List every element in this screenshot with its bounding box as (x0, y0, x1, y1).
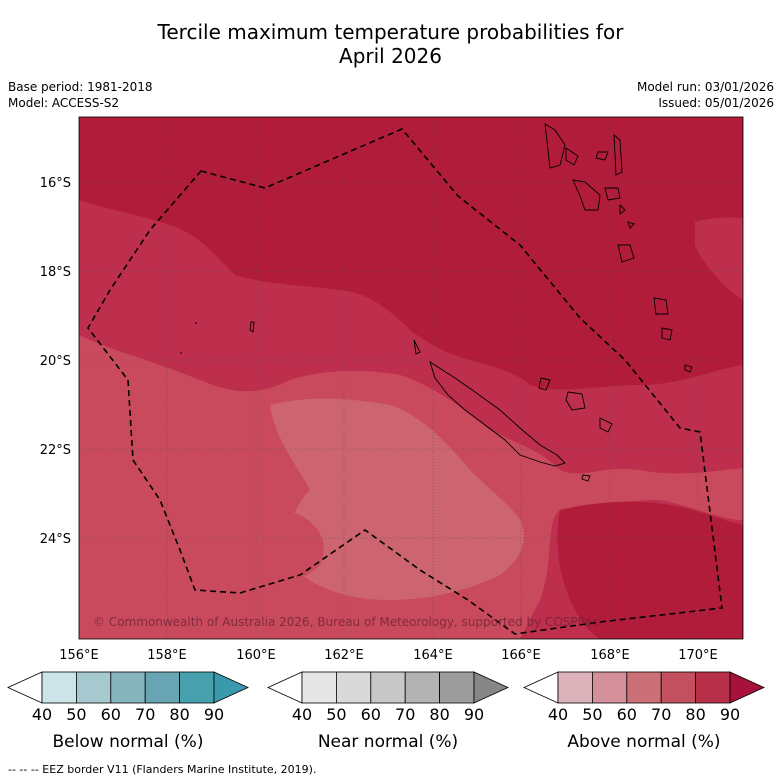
probability-70-region-center (204, 508, 324, 585)
title-line-2: April 2026 (339, 44, 442, 68)
loyalty-islands (538, 377, 551, 391)
colorbar-tick-label: 70 (135, 705, 155, 724)
colorbar-segment (695, 671, 731, 704)
lon-label: 166°E (501, 648, 541, 663)
colorbar-tick-label: 40 (292, 705, 312, 724)
lon-label: 158°E (147, 648, 187, 663)
meta-right: Model run: 03/01/2026 Issued: 05/01/2026 (637, 79, 774, 111)
copyright-notice: © Commonwealth of Australia 2026, Bureau… (93, 615, 598, 629)
eez-border (87, 128, 723, 635)
longitude-labels: 156°E 158°E 160°E 162°E 164°E 166°E 168°… (59, 648, 718, 663)
colorbar-tick-label: 40 (548, 705, 568, 724)
colorbar-tick-label: 70 (651, 705, 671, 724)
colorbar-near-normal: 40 50 60 70 80 90 Near normal (%) (267, 671, 509, 752)
graticule (79, 117, 743, 639)
colorbar-segment (370, 671, 406, 704)
map-frame (78, 116, 744, 640)
colorbar-title: Above normal (%) (567, 732, 720, 752)
colorbar-tick-label: 60 (617, 705, 637, 724)
colorbar-segment (179, 671, 215, 704)
colorbar-tick-label: 80 (685, 705, 705, 724)
lon-label: 156°E (59, 648, 99, 663)
colorbar-title: Near normal (%) (318, 732, 458, 752)
probability-90-region-south (557, 501, 743, 639)
colorbar-segment (335, 671, 372, 704)
latitude-labels: 16°S 18°S 20°S 22°S 24°S (40, 176, 71, 547)
colorbar-segment (404, 671, 441, 704)
issued-date: Issued: 05/01/2026 (658, 96, 774, 110)
lat-label: 24°S (40, 532, 71, 547)
colorbar-tick-label: 90 (720, 705, 740, 724)
map-area: © Commonwealth of Australia 2026, Bureau… (79, 117, 743, 639)
colorbar-tick-label: 60 (101, 705, 121, 724)
colorbar-min-extension (523, 671, 559, 704)
colorbar-tick-label: 70 (395, 705, 415, 724)
colorbar-segment (110, 671, 146, 704)
colorbar-segment (592, 671, 628, 704)
colorbar-segment (41, 671, 77, 704)
colorbar-min-extension (7, 671, 43, 704)
lon-label: 168°E (590, 648, 630, 663)
lat-label: 20°S (40, 354, 71, 369)
colorbar-segment (144, 671, 180, 704)
base-period: Base period: 1981-2018 (8, 80, 153, 94)
colorbar-segment (439, 671, 475, 704)
colorbar-segment (557, 671, 593, 704)
colorbar-max-extension (473, 671, 509, 704)
colorbar-title: Below normal (%) (53, 732, 204, 752)
model-run: Model run: 03/01/2026 (636, 80, 774, 94)
colorbar-tick-label: 50 (326, 705, 346, 724)
colorbar-tick-label: 80 (169, 705, 189, 724)
probability-80-region-north (695, 217, 743, 300)
colorbar-tick-label: 50 (582, 705, 602, 724)
new-caledonia-coast (429, 360, 566, 467)
colorbar-segment (626, 671, 662, 704)
colorbar-segment (301, 671, 337, 704)
eez-footnote: -- -- -- EEZ border V11 (Flanders Marine… (8, 763, 317, 776)
colorbar-tick-label: 40 (32, 705, 52, 724)
colorbar-max-extension (729, 671, 765, 704)
colorbar-tick-label: 90 (464, 705, 484, 724)
colorbar-tick-label: 50 (66, 705, 86, 724)
lat-label: 18°S (40, 265, 71, 280)
model-name: Model: ACCESS-S2 (8, 96, 120, 110)
coastlines (180, 123, 693, 482)
colorbar-tick-label: 90 (204, 705, 224, 724)
colorbar-segment (660, 671, 697, 704)
colorbar-segment (76, 671, 112, 704)
map-title: Tercile maximum temperature probabilitie… (0, 20, 781, 68)
lon-label: 160°E (236, 648, 276, 663)
colorbar-min-extension (267, 671, 303, 704)
lon-label: 162°E (324, 648, 364, 663)
vanuatu-islands (544, 123, 566, 169)
lon-label: 164°E (413, 648, 453, 663)
probability-60-region-core (360, 435, 459, 549)
colorbar-max-extension (213, 671, 249, 704)
lon-label: 170°E (678, 648, 718, 663)
colorbar-tick-label: 60 (361, 705, 381, 724)
colorbar-tick-label: 80 (429, 705, 449, 724)
title-line-1: Tercile maximum temperature probabilitie… (157, 20, 624, 44)
meta-left: Base period: 1981-2018 Model: ACCESS-S2 (8, 79, 153, 111)
lat-label: 22°S (40, 443, 71, 458)
lat-label: 16°S (40, 176, 71, 191)
